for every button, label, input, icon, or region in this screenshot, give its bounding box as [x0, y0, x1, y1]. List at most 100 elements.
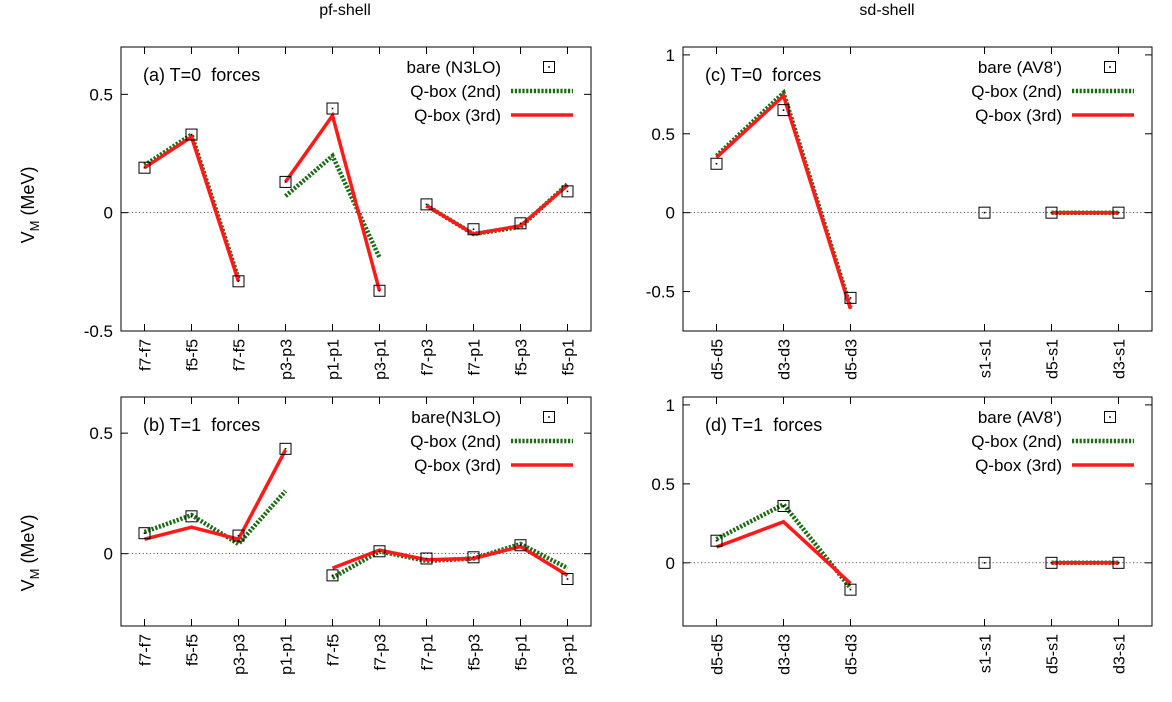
data-point-marker: [373, 545, 386, 558]
series-line-solid: [715, 519, 852, 585]
y-tick-label: -0.5: [646, 283, 675, 302]
x-tick-label: f7-p3: [373, 634, 390, 671]
series-line-solid: [144, 449, 288, 542]
series-line-solid: [425, 184, 569, 236]
x-tick-label: f7-p3: [420, 339, 437, 376]
y-tick-label: 0: [104, 204, 113, 223]
data-point-dot: [190, 133, 193, 136]
legend-label: bare (AV8'): [978, 58, 1062, 77]
data-point-dot: [1117, 211, 1120, 214]
series-line-solid: [284, 111, 382, 292]
data-point-marker: [467, 223, 480, 236]
x-tick-label: f5-p1: [514, 634, 531, 671]
series-line-dotted: [714, 88, 853, 308]
data-point-dot: [849, 297, 852, 299]
sd-shell-title: sd-shell: [859, 2, 914, 19]
data-point-dot: [425, 557, 428, 560]
data-point-dot: [519, 222, 522, 225]
x-tick-label: f5-f5: [185, 634, 202, 666]
x-tick-label: d5-d5: [710, 634, 727, 675]
y-tick-label: 0: [666, 554, 675, 573]
x-tick-label: p1-p1: [326, 339, 343, 380]
data-point-dot: [143, 532, 146, 534]
x-tick-label: d3-d3: [777, 634, 794, 675]
y-tick-label: -0.5: [84, 322, 113, 341]
series-line-dotted: [143, 489, 288, 547]
data-point-marker: [232, 275, 245, 288]
data-point-marker: [1112, 556, 1125, 569]
data-point-marker: [1045, 206, 1058, 219]
legend-marker: [543, 61, 555, 73]
x-tick-label: f7-p1: [467, 339, 484, 376]
data-point-dot: [237, 534, 240, 537]
panel-title: (a) T=0 forces: [143, 65, 260, 85]
data-point-dot: [190, 515, 193, 518]
y-axis-label-symbol: V: [18, 231, 38, 243]
series-line-solid: [143, 134, 241, 282]
y-tick-label: 0: [666, 204, 675, 223]
y-axis-label-unit: (MeV): [18, 167, 38, 221]
x-tick-label: f7-f5: [326, 634, 343, 666]
x-tick-label: f7-f5: [232, 339, 249, 371]
data-point-dot: [1050, 211, 1053, 214]
plot-frame: [120, 46, 592, 332]
series-line-dotted: [425, 182, 570, 237]
data-point-marker: [185, 510, 198, 523]
series-line-dotted: [715, 501, 853, 590]
y-tick-label: 0: [104, 545, 113, 564]
y-axis-label-symbol: V: [18, 579, 38, 591]
x-tick-label: p3-p3: [279, 339, 296, 380]
x-tick-label: d3-s1: [1112, 634, 1129, 674]
data-point-dot: [983, 211, 986, 214]
data-point-dot: [1117, 562, 1120, 564]
data-point-dot: [715, 539, 718, 542]
x-tick-label: d5-d5: [710, 339, 727, 380]
data-point-dot: [284, 448, 287, 450]
data-point-marker: [185, 128, 198, 141]
legend-label: Q-box (3rd): [414, 106, 501, 125]
legend-label: Q-box (3rd): [975, 456, 1062, 475]
legend-marker: [1104, 61, 1116, 73]
data-point-dot: [519, 544, 522, 547]
panel-pf-shell-t0: -0.5 0 0.5 f7-f7 f5-f5 f7-f5 p3-p3 p1-p1 p3-p1 f7…: [84, 46, 592, 380]
series-line-solid: [331, 544, 569, 577]
y-tick-label: 0.5: [651, 475, 675, 494]
x-tick-label: s1-s1: [978, 339, 995, 378]
x-tick-label: d5-d3: [844, 339, 861, 380]
y-tick-label: 1: [666, 396, 675, 415]
y-tick-label: 0.5: [89, 424, 113, 443]
data-point-marker: [710, 157, 723, 170]
y-tick-label: 1: [666, 46, 675, 65]
x-tick-label: p3-p1: [561, 634, 578, 675]
data-point-marker: [514, 217, 527, 230]
data-point-dot: [849, 588, 852, 591]
x-tick-label: p3-p3: [232, 634, 249, 675]
y-tick-label: 0.5: [651, 125, 675, 144]
pf-shell-title: pf-shell: [319, 2, 371, 19]
data-point-marker: [232, 529, 245, 542]
data-point-dot: [983, 562, 986, 564]
data-point-marker: [326, 102, 339, 115]
data-point-marker: [561, 572, 574, 585]
y-axis-label-unit: (MeV): [18, 515, 38, 569]
data-point-dot: [331, 107, 334, 110]
data-point-marker: [777, 499, 790, 512]
panel-title: (b) T=1 forces: [143, 415, 260, 435]
x-tick-label: f5-p3: [467, 634, 484, 671]
y-axis-label-subscript: M: [27, 569, 42, 580]
series-line-dotted: [284, 152, 382, 259]
y-axis-label-subscript: M: [27, 221, 42, 232]
legend-marker: [543, 411, 555, 423]
x-tick-label: f5-p1: [561, 339, 578, 376]
data-point-marker: [420, 198, 433, 211]
data-point-marker: [138, 161, 151, 174]
data-point-marker: [844, 291, 857, 304]
data-point-marker: [326, 569, 339, 582]
x-tick-label: d5-d3: [844, 634, 861, 675]
data-point-marker: [777, 104, 790, 117]
data-point-dot: [378, 289, 381, 292]
panel-sd-shell-t0: -0.5 0 0.5 1 d5-d5 d3-d3 d5-d3 s1-s1 d5-s1 d3-s1 (…: [646, 46, 1153, 380]
legend-marker-dot: [1109, 66, 1111, 68]
series-line-dotted: [331, 541, 569, 580]
